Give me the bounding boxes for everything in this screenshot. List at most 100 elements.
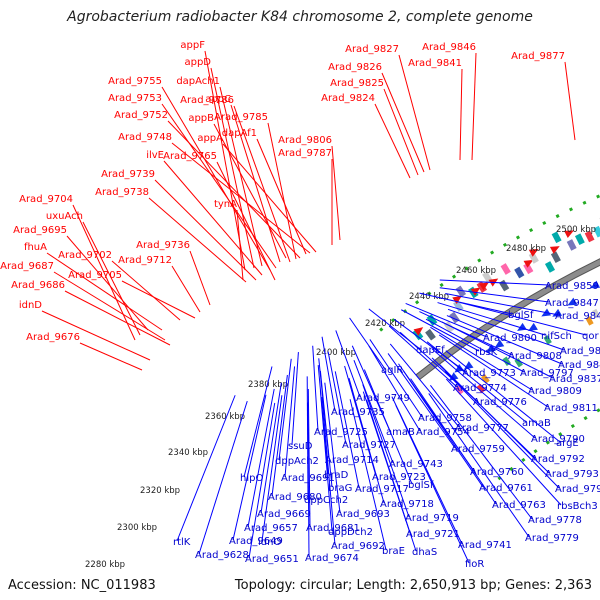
- gene-label-top: Arad_9755: [108, 76, 162, 87]
- gene-label-top: Arad_9702: [58, 250, 112, 261]
- gene-leader-line-bottom: [348, 378, 385, 504]
- kbp-tick-label: 2300 kbp: [117, 523, 157, 533]
- gene-leader-line-top: [53, 271, 166, 341]
- footer-bar: Accession: NC_011983 Topology: circular;…: [0, 575, 600, 600]
- gene-label-bottom: idnO: [258, 537, 281, 548]
- gene-label-bottom: Arad_9693: [336, 509, 390, 520]
- gene-leader-line-bottom: [232, 394, 267, 541]
- gene-leader-line-top: [398, 54, 431, 171]
- gene-label-top: Arad_9841: [408, 58, 462, 69]
- gene-feature-box: [574, 233, 585, 246]
- gene-label-bottom: Arad_9792: [531, 454, 585, 465]
- gene-leader-line-bottom: [284, 366, 296, 478]
- gene-label-bottom: Arad_9776: [473, 397, 527, 408]
- gene-feature-box: [514, 266, 525, 279]
- gene-feature-box: [514, 357, 523, 368]
- gene-feature-box: [425, 328, 436, 341]
- gene-feature-box: [500, 263, 511, 275]
- gene-feature-box: [550, 251, 561, 264]
- gene-label-top: Arad_9786: [180, 95, 234, 106]
- gene-leader-line-bottom: [243, 366, 273, 478]
- gene-leader-line-bottom: [405, 302, 488, 338]
- gene-leader-line-top: [171, 142, 311, 254]
- gene-label-top: Arad_9695: [13, 225, 67, 236]
- gene-feature-box: [551, 231, 562, 244]
- gene-leader-line-top: [222, 143, 317, 253]
- gene-feature-box: [584, 230, 595, 243]
- gene-label-top: Arad_9806: [278, 135, 332, 146]
- gene-label-bottom: qor: [582, 331, 599, 342]
- gene-leader-line-top: [256, 138, 307, 255]
- gene-label-bottom: Arad_9714: [325, 455, 379, 466]
- gene-leader-line-top: [148, 197, 247, 283]
- gene-leader-line-bottom: [445, 378, 562, 506]
- gene-leader-line-top: [383, 88, 419, 176]
- gene-feature-box: [543, 335, 552, 345]
- kbp-tick-label: 2340 kbp: [168, 448, 208, 458]
- gene-label-bottom: Arad_9692: [331, 541, 385, 552]
- gene-feature-box: [481, 374, 490, 384]
- gene-leader-line-bottom: [444, 371, 560, 489]
- forward-gene-arrow: [549, 246, 560, 254]
- kbp-tick-label: 2380 kbp: [248, 380, 288, 390]
- gene-leader-line-top: [564, 61, 576, 141]
- gene-leader-line-bottom: [445, 293, 560, 316]
- gene-leader-line-bottom: [198, 400, 248, 555]
- gene-leader-line-top: [267, 122, 297, 260]
- gene-feature-box: [591, 308, 600, 319]
- gene-label-top: Arad_9704: [19, 194, 73, 205]
- gene-label-bottom: braG: [328, 483, 352, 494]
- gene-leader-line-bottom: [261, 395, 283, 542]
- gene-leader-line-top: [121, 280, 196, 319]
- gene-leader-line-bottom: [438, 334, 549, 408]
- gene-label-top: appC: [205, 94, 231, 105]
- gene-leader-line-top: [331, 145, 341, 241]
- reverse-gene-arrow: [528, 322, 538, 332]
- gene-leader-line-bottom: [368, 345, 421, 432]
- gene-leader-line-top: [459, 68, 463, 161]
- gene-leader-line-bottom: [260, 382, 282, 514]
- gene-leader-line-bottom: [395, 404, 470, 564]
- gene-label-bottom: nifSch: [541, 331, 572, 342]
- gene-label-bottom: Arad_9763: [492, 500, 546, 511]
- gene-feature-box: [528, 252, 539, 264]
- gene-label-top: Arad_9785: [214, 112, 268, 123]
- gene-label-top: Arad_9825: [330, 78, 384, 89]
- reverse-gene-arrow: [494, 339, 505, 348]
- gene-leader-line-bottom: [349, 317, 386, 370]
- gene-leader-line-top: [163, 160, 263, 276]
- gene-label-bottom: Arad_9758: [418, 413, 472, 424]
- gene-label-bottom: Arad_9761: [479, 483, 533, 494]
- gene-feature-box: [476, 383, 486, 394]
- gene-leader-line-bottom: [441, 321, 554, 379]
- gene-label-bottom: Arad_9811: [544, 403, 598, 414]
- gene-leader-line-top: [204, 50, 246, 271]
- gene-label-top: uxuAch: [46, 211, 83, 222]
- gene-label-bottom: Arad_9837: [549, 374, 600, 385]
- gene-label-bottom: Arad_9649: [229, 536, 283, 547]
- gene-label-bottom: Arad_9793: [545, 469, 599, 480]
- gene-label-top: tynA: [214, 199, 237, 210]
- reverse-gene-arrow: [590, 280, 600, 289]
- gene-label-bottom: Arad_9669: [257, 509, 311, 520]
- gene-leader-line-bottom: [248, 402, 276, 559]
- gene-label-top: Arad_9753: [108, 93, 162, 104]
- gene-label-bottom: Arad_9847: [545, 298, 599, 309]
- figure-title: Agrobacterium radiobacter K84 chromosome…: [67, 9, 533, 25]
- gene-label-bottom: Arad_9795: [555, 484, 600, 495]
- gene-leader-line-bottom: [291, 352, 299, 446]
- gene-label-bottom: bglSf: [508, 310, 534, 321]
- gene-label-top: dapAf1: [222, 128, 257, 139]
- gene-label-bottom: Arad_9774: [453, 383, 507, 394]
- gene-leader-line-top: [171, 265, 201, 313]
- gene-leader-line-top: [471, 52, 477, 161]
- kbp-tick-label: 2500 kbp: [556, 225, 596, 235]
- gene-leader-line-bottom: [271, 374, 288, 497]
- gene-label-bottom: dppAch2: [275, 456, 319, 467]
- gene-leader-line-bottom: [321, 336, 336, 412]
- gene-label-bottom: Arad_9800: [483, 333, 537, 344]
- gene-leader-line-top: [161, 103, 277, 269]
- gene-leader-line-bottom: [431, 348, 536, 439]
- gene-label-bottom: Arad_9628: [195, 550, 249, 561]
- gene-leader-line-bottom: [459, 302, 587, 336]
